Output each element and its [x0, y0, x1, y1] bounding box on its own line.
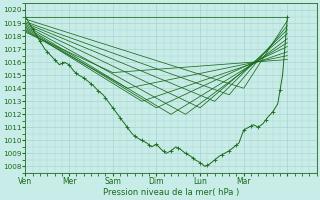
X-axis label: Pression niveau de la mer( hPa ): Pression niveau de la mer( hPa ) — [103, 188, 239, 197]
